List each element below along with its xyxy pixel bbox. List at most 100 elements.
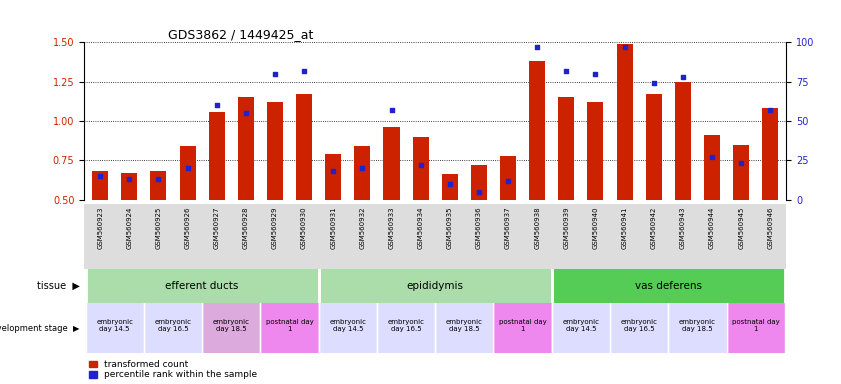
Point [734,161,748,167]
Text: GSM560925: GSM560925 [156,207,161,249]
Text: embryonic
day 16.5: embryonic day 16.5 [621,319,658,332]
Bar [669,303,727,353]
Bar [86,269,319,303]
Bar [325,154,341,200]
Point [268,71,282,77]
Point [559,68,573,74]
Point [93,173,107,179]
Bar [202,303,261,353]
Text: tissue  ▶: tissue ▶ [37,281,80,291]
Text: GSM560928: GSM560928 [243,207,249,249]
Text: embryonic
day 16.5: embryonic day 16.5 [388,319,425,332]
Point [472,189,485,195]
Bar [762,108,778,200]
Text: GSM560927: GSM560927 [214,207,220,249]
Bar [261,303,319,353]
Bar [616,44,632,200]
Text: GSM560931: GSM560931 [331,207,336,250]
Bar [727,303,785,353]
Point [589,71,602,77]
Point [326,168,340,174]
Point [531,44,544,50]
Point [385,107,399,113]
Text: embryonic
day 18.5: embryonic day 18.5 [679,319,716,332]
Text: vas deferens: vas deferens [635,281,702,291]
Point [706,154,719,160]
Point [647,80,660,86]
Text: GSM560946: GSM560946 [767,207,774,249]
Point [181,165,194,171]
Bar [442,174,458,200]
Text: GSM560938: GSM560938 [534,207,540,250]
Bar [646,94,662,200]
Point [356,165,369,171]
Text: GSM560940: GSM560940 [592,207,599,249]
Text: embryonic
day 18.5: embryonic day 18.5 [213,319,250,332]
Text: epididymis: epididymis [407,281,463,291]
Point [414,162,427,168]
Point [676,74,690,80]
Bar [354,146,370,200]
Text: embryonic
day 14.5: embryonic day 14.5 [563,319,600,332]
Bar [319,269,552,303]
Bar [494,303,552,353]
Text: postnatal day
1: postnatal day 1 [732,319,780,332]
Bar [377,303,436,353]
Text: embryonic
day 14.5: embryonic day 14.5 [96,319,133,332]
Bar [413,137,429,200]
Bar [121,173,137,200]
Bar [296,94,312,200]
Legend: transformed count, percentile rank within the sample: transformed count, percentile rank withi… [88,360,257,379]
Point [123,176,136,182]
Point [764,107,777,113]
Bar [93,171,108,200]
Point [151,176,165,182]
Text: GSM560934: GSM560934 [418,207,424,249]
Bar [529,61,545,200]
Bar [610,303,669,353]
Bar [733,144,749,200]
Bar [436,303,494,353]
Point [501,178,515,184]
Text: GDS3862 / 1449425_at: GDS3862 / 1449425_at [168,28,314,41]
Bar [704,135,720,200]
Text: GSM560926: GSM560926 [184,207,191,249]
Text: GSM560937: GSM560937 [505,207,511,250]
Text: GSM560924: GSM560924 [126,207,132,249]
Text: GSM560941: GSM560941 [621,207,627,249]
Bar [674,81,691,200]
Text: postnatal day
1: postnatal day 1 [499,319,547,332]
Bar [179,146,196,200]
Text: GSM560932: GSM560932 [359,207,365,249]
Text: GSM560923: GSM560923 [97,207,103,249]
Point [210,102,224,108]
Point [298,68,311,74]
Point [443,181,457,187]
Text: GSM560943: GSM560943 [680,207,686,249]
Bar [552,303,610,353]
Bar [151,171,167,200]
Bar [471,165,487,200]
Text: postnatal day
1: postnatal day 1 [266,319,314,332]
Bar [319,303,377,353]
Bar [500,156,516,200]
Text: GSM560933: GSM560933 [389,207,394,250]
Bar [86,303,144,353]
Text: GSM560939: GSM560939 [563,207,569,250]
Text: embryonic
day 14.5: embryonic day 14.5 [330,319,367,332]
Text: GSM560935: GSM560935 [447,207,452,249]
Text: development stage  ▶: development stage ▶ [0,324,80,333]
Text: GSM560930: GSM560930 [301,207,307,250]
Bar [383,127,399,200]
Bar [144,303,202,353]
Text: efferent ducts: efferent ducts [166,281,239,291]
Text: embryonic
day 16.5: embryonic day 16.5 [155,319,192,332]
Bar [238,97,254,200]
Bar [267,102,283,200]
Text: GSM560944: GSM560944 [709,207,715,249]
Bar [552,269,785,303]
Bar [209,111,225,200]
Bar [558,97,574,200]
Point [239,110,252,116]
Bar [588,102,604,200]
